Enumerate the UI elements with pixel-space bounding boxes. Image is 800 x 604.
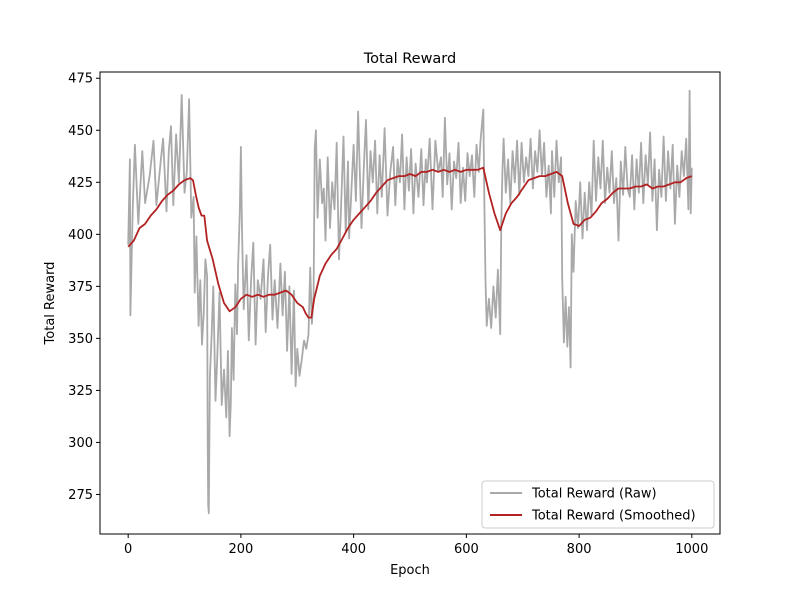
x-tick-label: 800 (567, 542, 592, 557)
series-line-smoothed (127, 166, 693, 319)
y-tick-label: 425 (68, 176, 93, 191)
axes-layer (99, 71, 721, 535)
legend-box (481, 480, 715, 529)
legend-label-smoothed: Total Reward (Smoothed) (531, 509, 696, 524)
x-tick-label: 600 (454, 542, 479, 557)
y-tick-label: 375 (68, 280, 93, 295)
x-tick-label: 1000 (675, 542, 708, 557)
y-tick-label: 475 (68, 72, 93, 87)
x-axis-label: Epoch (390, 563, 430, 578)
x-ticks: 0 200 400 600 800 1000 (124, 534, 708, 557)
y-axis-label: Total Reward (43, 262, 58, 346)
x-tick-label: 400 (341, 542, 366, 557)
series-layer (127, 89, 693, 515)
x-tick-label: 0 (124, 542, 132, 557)
y-tick-label: 400 (68, 228, 93, 243)
y-ticks: 275 300 325 350 375 400 425 450 475 (68, 72, 100, 503)
y-tick-label: 300 (68, 436, 93, 451)
y-tick-label: 325 (68, 384, 93, 399)
chart-title: Total Reward (363, 51, 456, 67)
y-tick-label: 350 (68, 332, 93, 347)
x-tick-label: 200 (228, 542, 253, 557)
series-line-raw (127, 89, 693, 515)
legend-label-raw: Total Reward (Raw) (531, 487, 657, 502)
plot-frame (99, 71, 721, 535)
y-tick-label: 450 (68, 124, 93, 139)
legend: Total Reward (Raw) Total Reward (Smoothe… (481, 480, 715, 529)
y-tick-label: 275 (68, 488, 93, 503)
